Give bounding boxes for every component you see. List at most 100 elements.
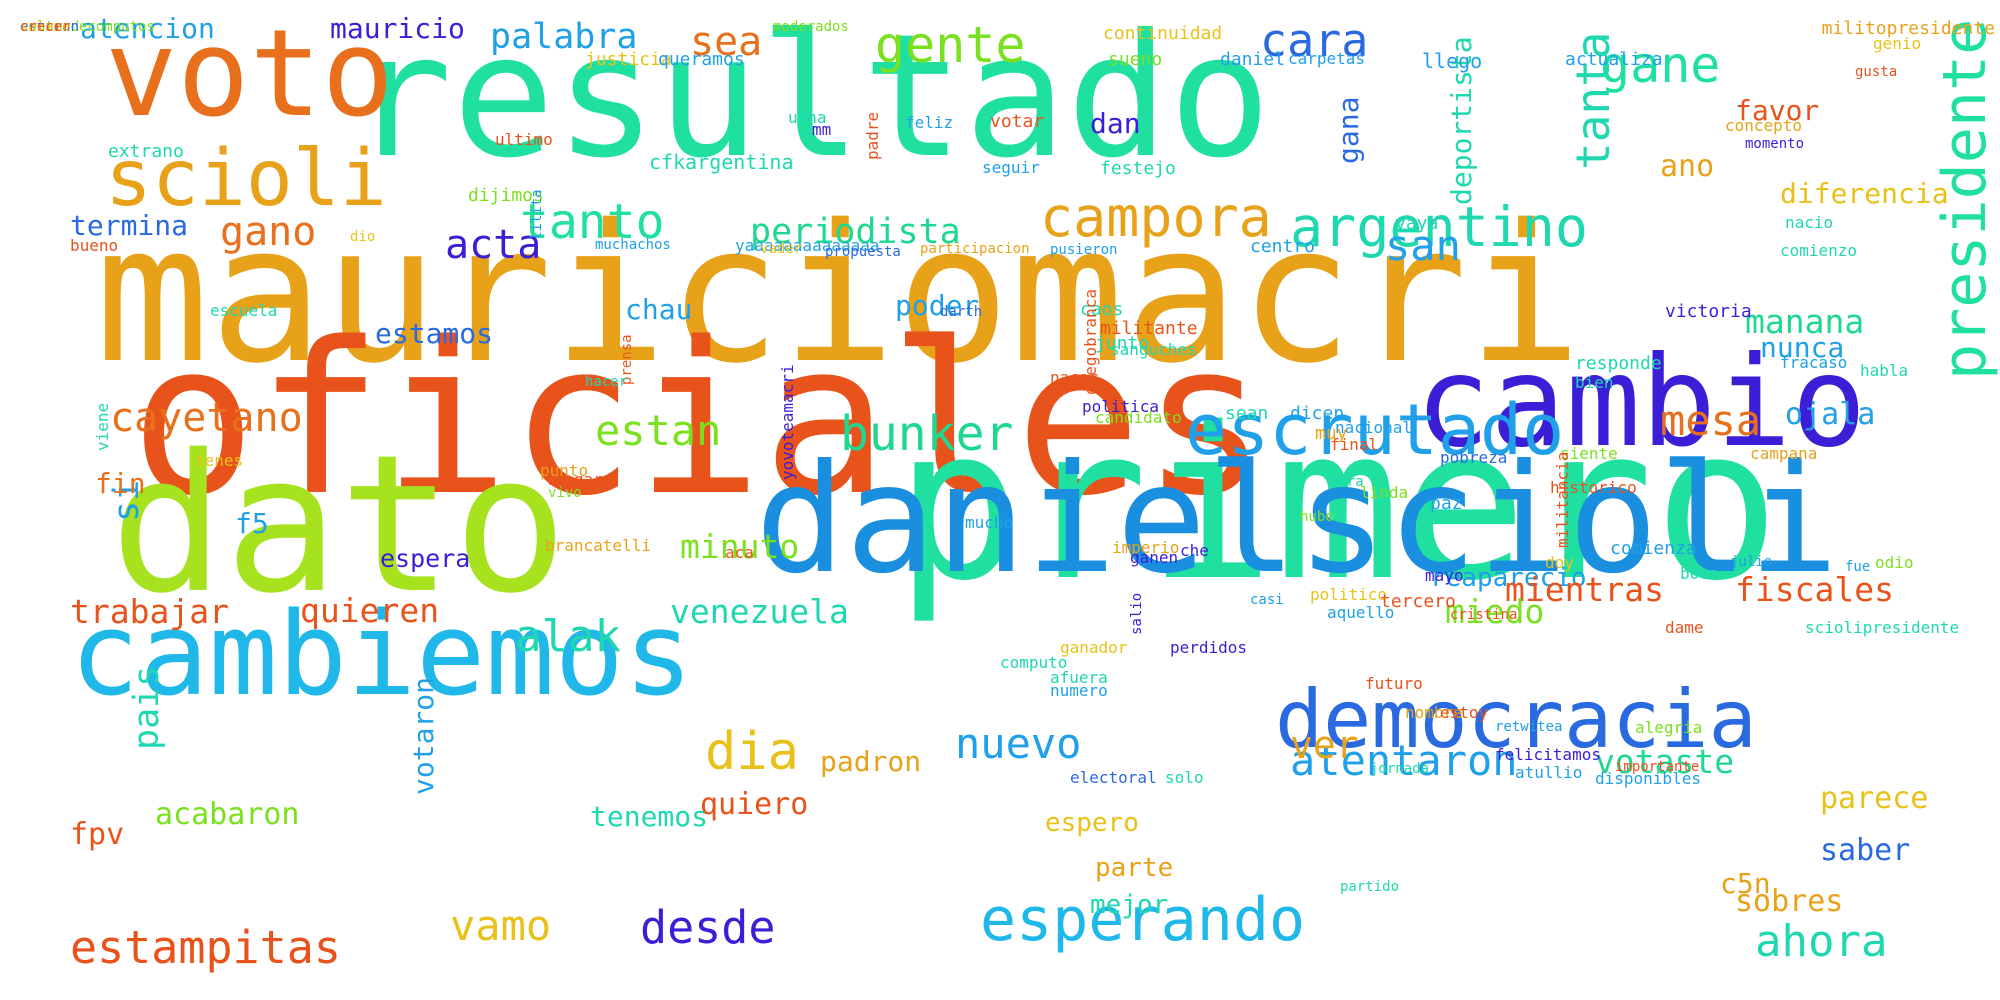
cloud-word: habla [1860, 361, 1909, 380]
cloud-word: quiero [700, 787, 809, 822]
cloud-word: fue [1845, 559, 1871, 575]
cloud-word: salame [20, 19, 71, 35]
cloud-word: moderados [773, 19, 849, 35]
cloud-word: aca [725, 543, 754, 562]
cloud-word: muchachos [595, 237, 671, 253]
cloud-word: odio [1875, 553, 1914, 572]
cloud-word: participacion [920, 241, 1030, 257]
cloud-word: san [1385, 221, 1461, 270]
cloud-word: muy [1315, 423, 1348, 444]
cloud-word: aquello [1327, 603, 1395, 622]
cloud-word: casi [1250, 592, 1284, 608]
cloud-word: diferencia [1780, 177, 1949, 210]
cloud-word: vamo [450, 901, 552, 950]
cloud-word: militopresidente [1821, 18, 1995, 39]
cloud-word: ganador [1060, 638, 1128, 657]
cloud-word: scioli [105, 134, 387, 224]
cloud-word: viene [93, 402, 112, 451]
cloud-word: hubo [1300, 509, 1334, 525]
cloud-word: cristina [1450, 607, 1518, 623]
cloud-word: saber [1820, 833, 1911, 868]
cloud-word: actualiza [1565, 49, 1663, 70]
cloud-word: disponibles [1595, 769, 1701, 788]
cloud-word: termina [70, 209, 189, 242]
cloud-word: dia [705, 722, 799, 782]
cloud-word: jornada [1370, 761, 1430, 777]
cloud-word: lilita [529, 189, 545, 240]
cloud-word: vader [760, 241, 803, 257]
cloud-word: historico [1550, 478, 1637, 497]
cloud-word: miedo [1445, 592, 1545, 631]
cloud-word: darth [940, 304, 983, 320]
cloud-word: periodista [750, 212, 961, 252]
cloud-word: fin [95, 467, 146, 500]
cloud-word: hacer [585, 374, 628, 390]
cloud-word: argentino [1290, 195, 1589, 259]
cloud-word: atentaron [1290, 736, 1518, 785]
cloud-word: sciolipresidente [1805, 618, 1960, 637]
cloud-word: mientras [1505, 570, 1664, 609]
cloud-word: festejo [1100, 158, 1176, 179]
cloud-word: dijimos [468, 185, 544, 206]
cloud-word: espero [1045, 808, 1139, 838]
cloud-word: daniel [1220, 49, 1286, 70]
cloud-word: estampitas [70, 921, 341, 974]
cloud-word: mauriciomacri [95, 184, 1583, 405]
cloud-word: centro [1250, 236, 1316, 257]
cloud-word: reaparecio [1430, 563, 1587, 593]
cloud-word: nacer [1050, 368, 1099, 387]
cloud-word: salio [1129, 592, 1145, 635]
cloud-word: retwitea [1495, 719, 1563, 735]
cloud-word: alegria [1635, 718, 1703, 737]
cloud-word: che [1180, 541, 1209, 560]
cloud-word: favor [1735, 94, 1820, 127]
cloud-word: futuro [1365, 674, 1423, 693]
cloud-word: junto [1095, 333, 1150, 354]
cloud-word: momento [1745, 136, 1805, 152]
cloud-word: mayo [1425, 566, 1464, 585]
cloud-word: acabaron [155, 797, 300, 832]
cloud-word: campana [1750, 444, 1818, 463]
cloud-word: alak [515, 611, 621, 662]
cloud-word: parece [1820, 781, 1929, 816]
cloud-word: poder [895, 289, 980, 322]
cloud-word: partido [1340, 879, 1400, 895]
cloud-word: minuto [680, 527, 800, 566]
cloud-word: democracia [1275, 673, 1757, 766]
cloud-word: punto [540, 461, 589, 480]
cloud-word: estoy [1440, 703, 1489, 722]
cloud-word: cara [1260, 14, 1369, 67]
cloud-word: paz [1430, 493, 1463, 514]
cloud-word: crecer [20, 19, 71, 35]
cloud-word: tenes [195, 451, 244, 470]
cloud-word: votaron [407, 676, 440, 795]
cloud-word: trabajar [70, 592, 229, 631]
cloud-word: ojala [1785, 397, 1876, 432]
cloud-word: nunca [1760, 331, 1845, 364]
cloud-word: desde [640, 901, 776, 954]
cloud-word: sean [1225, 403, 1269, 424]
cloud-word: computo [1000, 653, 1068, 672]
cloud-word: politica [1082, 397, 1160, 416]
cloud-word: ano [1660, 149, 1715, 184]
cloud-word: caos [1080, 299, 1124, 320]
cloud-word: genio [1873, 34, 1922, 53]
cloud-word: sueno [1108, 49, 1163, 70]
cloud-word: mucho [965, 513, 1014, 532]
cloud-word: importante [1615, 759, 1700, 775]
cloud-word: palabra [490, 17, 638, 57]
cloud-word: atencion [80, 12, 215, 45]
cloud-word: justicia [585, 49, 672, 70]
cloud-word: esperando [980, 885, 1306, 955]
cloud-word: venezuela [670, 592, 849, 631]
cloud-word: sanguches [1110, 340, 1197, 359]
cloud-word: ver [1290, 723, 1359, 767]
cloud-word: nuevo [955, 719, 1082, 768]
cloud-word: militante [1100, 318, 1198, 339]
cloud-word: gente [875, 16, 1026, 74]
cloud-word: pais [127, 665, 167, 750]
cloud-word: llego [1422, 49, 1483, 73]
cloud-word: mauricio [330, 12, 465, 45]
cloud-word: atullio [1515, 763, 1583, 782]
